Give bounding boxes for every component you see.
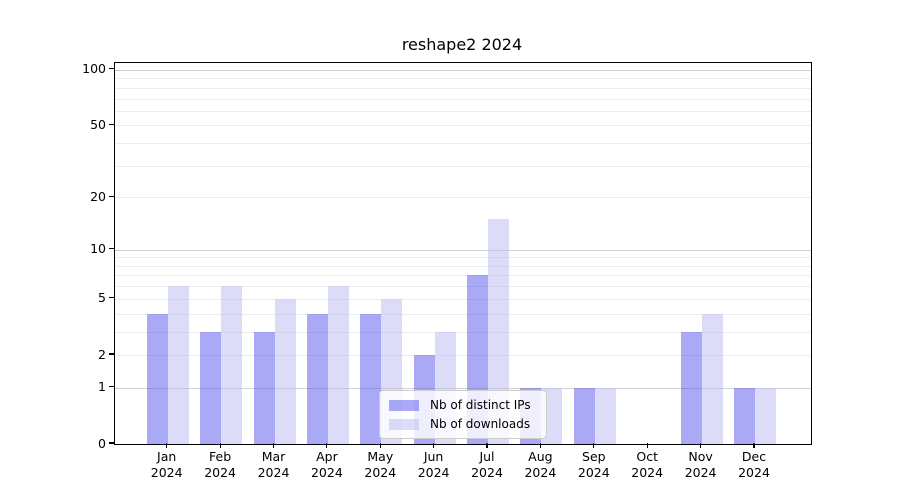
gridline-100 [115,69,811,71]
y-tick-label-2: 2 [98,346,106,362]
x-tick-mark-oct [646,443,648,448]
x-tick-label-oct: Oct 2024 [631,449,664,480]
y-tick-mark-20 [109,195,114,197]
gridline-7 [115,275,811,277]
y-tick-label-5: 5 [98,290,106,306]
x-tick-mark-aug [539,443,541,448]
bar-nb-of-downloads-apr [327,286,349,444]
legend-label-distinct-ips: Nb of distinct IPs [430,398,531,412]
legend-swatch-distinct-ips [389,399,419,411]
x-tick-mark-mar [272,443,275,448]
y-tick-mark-100 [109,68,114,70]
x-tick-label-may: May 2024 [364,449,397,480]
y-tick-label-0: 0 [98,435,106,451]
gridline-90 [115,78,811,80]
legend-item-distinct-ips: Nb of distinct IPs [389,398,537,412]
x-tick-mark-jul [486,443,488,448]
bar-nb-of-downloads-jan [167,286,189,444]
bar-nb-of-distinct-ips-apr [306,313,328,444]
legend-item-downloads: Nb of downloads [389,417,537,431]
gridlines-layer [115,63,811,444]
gridline-30 [115,165,811,167]
gridline-4 [115,313,811,315]
x-tick-label-feb: Feb 2024 [204,449,236,480]
gridline-5 [115,298,811,300]
bar-nb-of-downloads-mar [274,298,296,444]
y-tick-label-20: 20 [90,188,106,204]
x-tick-mark-jun [433,443,435,448]
x-tick-label-nov: Nov 2024 [684,449,717,480]
chart-title: reshape2 2024 [401,35,523,54]
y-tick-label-10: 10 [90,241,106,257]
x-tick-label-sep: Sep 2024 [577,449,610,480]
bar-nb-of-distinct-ips-feb [200,331,222,444]
y-tick-label-1: 1 [98,379,106,395]
x-tick-mark-may [379,443,381,448]
bar-nb-of-distinct-ips-nov [680,331,702,444]
legend-swatch-downloads [389,418,419,430]
bar-nb-of-distinct-ips-dec [734,387,755,444]
x-tick-label-apr: Apr 2024 [310,449,343,480]
y-tick-mark-50 [109,123,114,125]
gridline-6 [115,286,811,288]
gridline-50 [115,125,811,127]
x-tick-mark-apr [326,443,328,448]
bar-nb-of-distinct-ips-mar [253,331,275,444]
x-tick-mark-sep [593,443,595,448]
x-tick-label-mar: Mar 2024 [257,449,290,480]
bar-nb-of-distinct-ips-sep [573,387,595,444]
gridline-20 [115,197,811,199]
gridline-3 [115,331,811,333]
plot-area: Nb of distinct IPs Nb of downloads [114,62,812,445]
legend: Nb of distinct IPs Nb of downloads [379,390,547,439]
x-tick-mark-jan [166,443,168,448]
gridline-8 [115,265,811,267]
bar-nb-of-downloads-jul [488,219,509,444]
gridline-60 [115,110,811,112]
y-tick-label-50: 50 [90,116,106,132]
legend-label-downloads: Nb of downloads [430,417,531,431]
gridline-1 [115,387,811,389]
gridline-9 [115,257,811,259]
bar-nb-of-distinct-ips-jan [146,313,168,444]
x-tick-mark-feb [219,443,221,448]
gridline-2 [115,355,811,356]
gridline-40 [115,143,811,144]
y-tick-label-100: 100 [82,61,106,77]
y-tick-mark-1 [109,386,114,388]
bar-nb-of-distinct-ips-may [360,313,382,444]
x-tick-label-jul: Jul 2024 [471,449,503,480]
x-tick-mark-nov [700,443,702,448]
gridline-70 [115,98,811,100]
bar-nb-of-downloads-feb [221,286,243,444]
x-tick-mark-dec [753,443,755,448]
y-tick-mark-0 [109,442,114,444]
x-tick-label-jan: Jan 2024 [150,449,183,480]
bar-nb-of-downloads-sep [594,387,616,444]
x-tick-label-jun: Jun 2024 [417,449,450,480]
bar-nb-of-downloads-dec [755,387,776,444]
y-tick-mark-2 [109,353,114,355]
y-tick-mark-5 [109,297,114,299]
bar-nb-of-downloads-nov [701,313,723,444]
x-tick-label-dec: Dec 2024 [738,449,770,480]
gridline-10 [115,249,811,251]
bars-layer [115,63,811,444]
x-tick-label-aug: Aug 2024 [524,449,557,480]
gridline-80 [115,87,811,89]
y-tick-mark-10 [109,248,114,250]
